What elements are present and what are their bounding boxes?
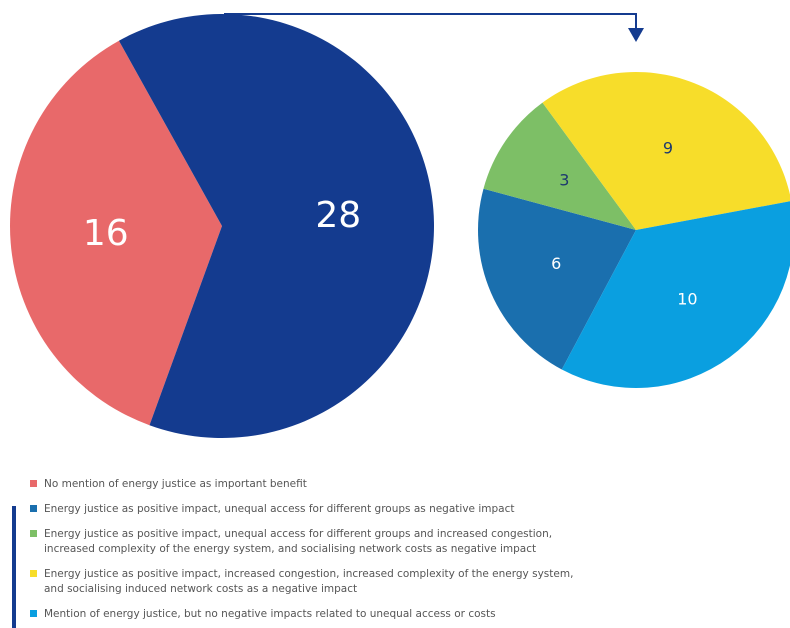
legend-swatch (30, 610, 37, 617)
legend-bar (12, 506, 16, 628)
pie-slice (542, 72, 790, 230)
slice-label: 6 (551, 254, 561, 273)
slice-label: 9 (663, 139, 673, 158)
legend-label: No mention of energy justice as importan… (44, 478, 307, 490)
legend-swatch (30, 530, 37, 537)
pie-slice (10, 40, 222, 426)
legend-label: Mention of energy justice, but no negati… (44, 608, 496, 620)
pie-slice (118, 14, 435, 439)
legend-label: and socialising induced network costs as… (44, 583, 357, 595)
pie-slice (477, 188, 636, 370)
legend-swatch (30, 505, 37, 512)
slice-label: 28 (315, 195, 361, 236)
slice-label: 10 (677, 290, 697, 309)
slice-label: 16 (83, 213, 129, 254)
connector-arrow (628, 28, 644, 42)
connector (224, 13, 637, 30)
legend-label: Energy justice as positive impact, unequ… (44, 503, 514, 515)
legend-label: Energy justice as positive impact, unequ… (44, 528, 552, 540)
legend-swatch (30, 570, 37, 577)
pie-slice (561, 201, 790, 388)
legend-label: Energy justice as positive impact, incre… (44, 568, 573, 580)
legend-label: increased complexity of the energy syste… (44, 543, 536, 555)
legend-swatch (30, 480, 37, 487)
pie-slice (483, 102, 636, 230)
slice-label: 3 (559, 170, 569, 189)
